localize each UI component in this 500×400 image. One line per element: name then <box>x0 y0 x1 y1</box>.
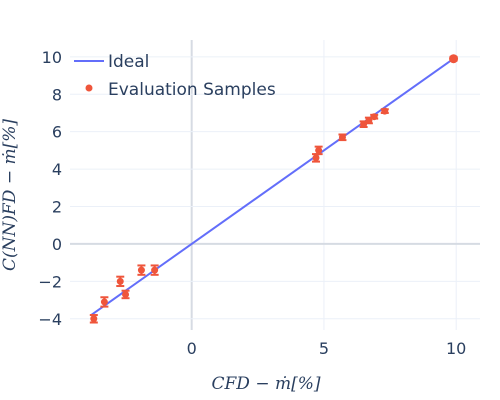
y-tick-label: 10 <box>42 48 62 67</box>
x-tick-label: 5 <box>319 339 329 358</box>
y-tick-label: 6 <box>52 123 62 142</box>
sample-point <box>151 266 159 274</box>
sample-point <box>137 266 145 274</box>
sample-point <box>312 154 320 162</box>
sample-point <box>449 54 459 64</box>
x-axis-title: CFD − ṁ[%] <box>211 374 320 394</box>
legend-samples-swatch <box>85 84 93 92</box>
legend-ideal-label: Ideal <box>108 52 149 72</box>
legend-samples-label: Evaluation Samples <box>108 80 276 100</box>
y-tick-label: 0 <box>52 235 62 254</box>
x-tick-label: 0 <box>187 339 197 358</box>
sample-point <box>381 107 389 115</box>
y-tick-label: 8 <box>52 85 62 104</box>
y-tick-label: −2 <box>38 272 62 291</box>
sample-point <box>100 298 108 306</box>
sample-point <box>370 113 378 121</box>
y-axis-title: C(NN)FD − ṁ[%] <box>0 119 20 271</box>
x-tick-label: 10 <box>446 339 466 358</box>
grid <box>70 40 480 330</box>
legend: Ideal Evaluation Samples <box>74 52 276 100</box>
sample-point <box>90 315 98 323</box>
tick-labels: 0 5 10 −4 −2 0 2 4 6 8 10 <box>38 48 466 358</box>
sample-point <box>122 290 130 298</box>
sample-point <box>338 133 346 141</box>
y-tick-label: −4 <box>38 310 62 329</box>
y-tick-label: 2 <box>52 198 62 217</box>
series <box>89 54 459 324</box>
sample-point <box>315 146 323 154</box>
sample-point <box>116 277 124 285</box>
y-tick-label: 4 <box>52 160 62 179</box>
ideal-line <box>90 57 455 316</box>
